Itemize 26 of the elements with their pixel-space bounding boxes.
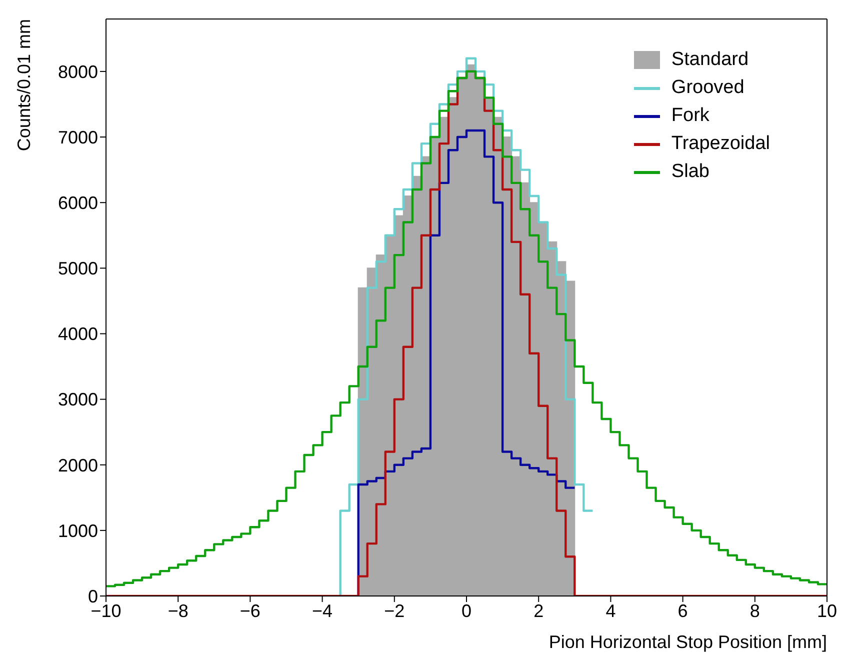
y-tick-label: 3000 bbox=[58, 390, 98, 410]
x-tick-label: 6 bbox=[678, 600, 688, 621]
y-axis-title: Counts/0.01 mm bbox=[14, 19, 34, 152]
y-tick-label: 6000 bbox=[58, 192, 98, 213]
y-tick-label: 8000 bbox=[58, 62, 98, 82]
x-tick-label: 2 bbox=[534, 600, 544, 621]
x-axis-title: Pion Horizontal Stop Position [mm] bbox=[548, 632, 827, 652]
x-tick-label: 4 bbox=[606, 600, 616, 621]
x-tick-label: −2 bbox=[384, 600, 405, 621]
y-tick-label: 1000 bbox=[58, 520, 98, 541]
x-tick-label: −6 bbox=[240, 600, 260, 621]
legend-label: Slab bbox=[671, 160, 710, 184]
legend-label: Standard bbox=[671, 48, 749, 72]
x-tick-label: 0 bbox=[461, 600, 472, 621]
x-tick-label: −8 bbox=[168, 600, 188, 621]
x-tick-label: −4 bbox=[312, 600, 333, 621]
y-tick-label: 2000 bbox=[58, 455, 98, 476]
x-tick-label: 8 bbox=[750, 600, 760, 621]
legend-label: Grooved bbox=[671, 76, 744, 100]
x-tick-label: 10 bbox=[816, 600, 838, 621]
legend-label: Trapezoidal bbox=[671, 132, 770, 156]
y-tick-label: 4000 bbox=[58, 324, 98, 344]
legend-label: Fork bbox=[671, 104, 710, 128]
y-tick-label: 7000 bbox=[58, 127, 98, 148]
y-tick-label: 0 bbox=[88, 586, 98, 606]
y-tick-label: 5000 bbox=[58, 258, 98, 279]
